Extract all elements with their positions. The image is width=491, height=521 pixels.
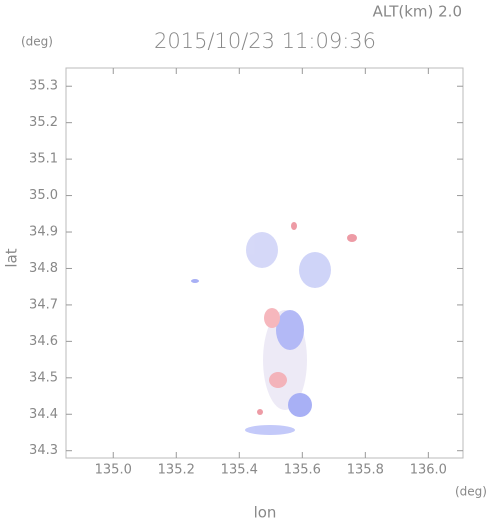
echo bbox=[291, 222, 297, 230]
y-unit: (deg) bbox=[21, 35, 53, 49]
y-tick-label: 35.0 bbox=[29, 188, 58, 203]
x-axis-label: lon bbox=[254, 504, 277, 521]
y-tick-label: 34.9 bbox=[29, 225, 58, 240]
x-tick-label: 135.0 bbox=[95, 463, 132, 478]
y-axis-label: lat bbox=[3, 248, 21, 267]
y-tick-label: 35.3 bbox=[29, 79, 58, 94]
plot-frame bbox=[65, 67, 464, 459]
echo bbox=[299, 252, 331, 288]
echo bbox=[269, 372, 287, 388]
echo bbox=[246, 232, 278, 268]
echo bbox=[245, 425, 295, 435]
x-tick-label: 136.0 bbox=[410, 463, 447, 478]
echo bbox=[276, 310, 304, 350]
x-tick-label: 135.8 bbox=[347, 463, 384, 478]
y-tick-label: 34.6 bbox=[29, 334, 58, 349]
echo bbox=[288, 393, 312, 417]
echo bbox=[347, 234, 357, 242]
y-tick-label: 34.4 bbox=[29, 407, 58, 422]
y-tick-label: 34.7 bbox=[29, 297, 58, 312]
echo bbox=[264, 308, 280, 328]
subtitle: ALT(km) 2.0 bbox=[373, 3, 462, 21]
y-tick-label: 35.2 bbox=[29, 115, 58, 130]
y-tick-label: 34.8 bbox=[29, 261, 58, 276]
y-tick-label: 34.5 bbox=[29, 370, 58, 385]
y-tick-label: 34.3 bbox=[29, 443, 58, 458]
x-tick-label: 135.4 bbox=[221, 463, 258, 478]
x-unit: (deg) bbox=[455, 485, 487, 499]
echo bbox=[257, 409, 263, 415]
echo-field bbox=[191, 222, 357, 435]
x-tick-label: 135.2 bbox=[158, 463, 195, 478]
echo bbox=[191, 279, 199, 283]
chart-title: 2015/10/23 11:09:36 bbox=[154, 29, 376, 53]
y-tick-label: 35.1 bbox=[29, 152, 58, 167]
x-tick-label: 135.6 bbox=[284, 463, 321, 478]
